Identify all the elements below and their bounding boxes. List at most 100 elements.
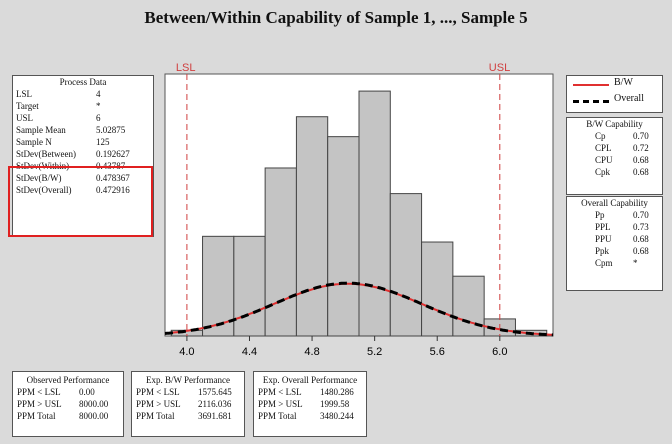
process-data-label: StDev(B/W) bbox=[16, 173, 62, 183]
exp-bw-performance-label: PPM < LSL bbox=[136, 387, 180, 397]
overall-capability-label: Cpm bbox=[595, 258, 613, 268]
spec-limit-label-lsl: LSL bbox=[176, 62, 196, 74]
x-tick-label: 6.0 bbox=[492, 346, 507, 358]
histogram-bar bbox=[233, 235, 266, 337]
overall-capability-value: 0.68 bbox=[633, 234, 649, 244]
process-data-value: 5.02875 bbox=[96, 125, 126, 135]
legend-line-overall bbox=[573, 100, 609, 103]
process-data-value: 0.478367 bbox=[96, 173, 130, 183]
observed-performance-label: PPM Total bbox=[17, 411, 56, 421]
overall-capability-label: PPL bbox=[595, 222, 611, 232]
x-tick-label: 4.0 bbox=[179, 346, 194, 358]
bw-capability-label: Cp bbox=[595, 131, 606, 141]
process-data-value: 4 bbox=[96, 89, 101, 99]
overall-capability-label: Ppk bbox=[595, 246, 610, 256]
bw-capability-row: CPU 0.68 bbox=[567, 154, 662, 166]
process-data-row: Sample N 125 bbox=[13, 136, 153, 148]
process-data-value: 6 bbox=[96, 113, 101, 123]
exp-overall-performance-row: PPM > USL 1999.58 bbox=[254, 398, 366, 410]
legend-item-bw: B/W bbox=[567, 76, 662, 92]
process-data-header: Process Data bbox=[59, 77, 107, 87]
bw-capability-table: B/W Capability Cp 0.70 CPL 0.72 CPU 0.68 Cpk 0.… bbox=[566, 117, 663, 195]
exp-bw-performance-row: PPM > USL 2116.036 bbox=[132, 398, 244, 410]
process-data-row: LSL 4 bbox=[13, 88, 153, 100]
x-tick-label: 4.8 bbox=[304, 346, 319, 358]
histogram-bar bbox=[421, 241, 454, 337]
histogram-bar bbox=[389, 193, 423, 337]
exp-bw-performance-label: PPM Total bbox=[136, 411, 175, 421]
overall-capability-row: PPL 0.73 bbox=[567, 221, 662, 233]
overall-capability-row: Pp 0.70 bbox=[567, 209, 662, 221]
bw-capability-value: 0.68 bbox=[633, 155, 649, 165]
bw-capability-row: Cpk 0.68 bbox=[567, 166, 662, 178]
exp-overall-performance-header: Exp. Overall Performance bbox=[262, 375, 358, 385]
overall-capability-value: 0.70 bbox=[633, 210, 649, 220]
overall-capability-label: PPU bbox=[595, 234, 612, 244]
x-tick-label: 5.6 bbox=[430, 346, 445, 358]
process-data-label: Target bbox=[16, 101, 39, 111]
process-data-value: * bbox=[96, 101, 101, 111]
histogram-bar bbox=[327, 136, 360, 337]
exp-overall-performance-value: 1999.58 bbox=[320, 399, 350, 409]
process-data-row: StDev(B/W) 0.478367 bbox=[13, 172, 153, 184]
observed-performance-value: 0.00 bbox=[79, 387, 95, 397]
exp-bw-performance-table: Exp. B/W Performance PPM < LSL 1575.645 PP… bbox=[131, 371, 245, 437]
stdev-highlight-box bbox=[8, 166, 153, 237]
process-data-row: Sample Mean 5.02875 bbox=[13, 124, 153, 136]
spec-limit-label-usl: USL bbox=[489, 62, 510, 74]
bw-capability-label: CPU bbox=[595, 155, 613, 165]
overall-capability-row: PPU 0.68 bbox=[567, 233, 662, 245]
x-tick-label: 5.2 bbox=[367, 346, 382, 358]
observed-performance-table: Observed Performance PPM < LSL 0.00 PPM > … bbox=[12, 371, 124, 437]
exp-overall-performance-table: Exp. Overall Performance PPM < LSL 1480.2… bbox=[253, 371, 367, 437]
x-tick-label: 4.4 bbox=[242, 346, 257, 358]
process-data-row: StDev(Overall) 0.472916 bbox=[13, 184, 153, 196]
process-data-value: 125 bbox=[96, 137, 110, 147]
exp-bw-performance-value: 2116.036 bbox=[198, 399, 232, 409]
observed-performance-label: PPM < LSL bbox=[17, 387, 61, 397]
overall-capability-table: Overall Capability Pp 0.70 PPL 0.73 PPU 0.68 P… bbox=[566, 196, 663, 291]
observed-performance-value: 8000.00 bbox=[79, 411, 109, 421]
legend: B/W Overall bbox=[566, 75, 663, 113]
chart-title: Between/Within Capability of Sample 1, .… bbox=[144, 8, 528, 27]
process-data-label: USL bbox=[16, 113, 34, 123]
exp-bw-performance-label: PPM > USL bbox=[136, 399, 181, 409]
overall-capability-label: Pp bbox=[595, 210, 605, 220]
process-data-value: 0.192627 bbox=[96, 149, 130, 159]
process-data-row: Target * bbox=[13, 100, 153, 112]
observed-performance-value: 8000.00 bbox=[79, 399, 109, 409]
observed-performance-label: PPM > USL bbox=[17, 399, 62, 409]
legend-item-overall: Overall bbox=[567, 92, 662, 108]
bw-capability-label: Cpk bbox=[595, 167, 611, 177]
process-data-label: LSL bbox=[16, 89, 33, 99]
spec-limit-lines: LSL USL bbox=[176, 62, 510, 336]
process-data-row: StDev(Between) 0.192627 bbox=[13, 148, 153, 160]
bw-capability-row: CPL 0.72 bbox=[567, 142, 662, 154]
exp-overall-performance-label: PPM > USL bbox=[258, 399, 303, 409]
process-data-label: StDev(Overall) bbox=[16, 185, 72, 195]
process-data-label: StDev(Between) bbox=[16, 149, 76, 159]
exp-bw-performance-header: Exp. B/W Performance bbox=[145, 375, 231, 385]
normal-curves bbox=[164, 281, 554, 337]
histogram-bar bbox=[295, 116, 329, 337]
exp-overall-performance-value: 1480.286 bbox=[320, 387, 354, 397]
bw-capability-row: Cp 0.70 bbox=[567, 130, 662, 142]
histogram-bar bbox=[358, 90, 391, 337]
bw-capability-header: B/W Capability bbox=[586, 119, 643, 129]
process-data-row: USL 6 bbox=[13, 112, 153, 124]
bw-capability-value: 0.72 bbox=[633, 143, 649, 153]
overall-capability-value: 0.73 bbox=[633, 222, 649, 232]
exp-overall-performance-label: PPM Total bbox=[258, 411, 297, 421]
exp-bw-performance-row: PPM Total 3691.681 bbox=[132, 410, 244, 422]
legend-line-bw bbox=[573, 84, 609, 86]
exp-bw-performance-value: 3691.681 bbox=[198, 411, 232, 421]
legend-label-bw: B/W bbox=[614, 77, 633, 88]
x-axis: 4.0 4.4 4.8 5.2 5.6 6.0 bbox=[179, 336, 507, 358]
exp-overall-performance-row: PPM Total 3480.244 bbox=[254, 410, 366, 422]
bw-capability-label: CPL bbox=[595, 143, 612, 153]
process-data-value: 0.472916 bbox=[96, 185, 130, 195]
observed-performance-row: PPM Total 8000.00 bbox=[13, 410, 123, 422]
exp-overall-performance-row: PPM < LSL 1480.286 bbox=[254, 386, 366, 398]
overall-capability-row: Ppk 0.68 bbox=[567, 245, 662, 257]
